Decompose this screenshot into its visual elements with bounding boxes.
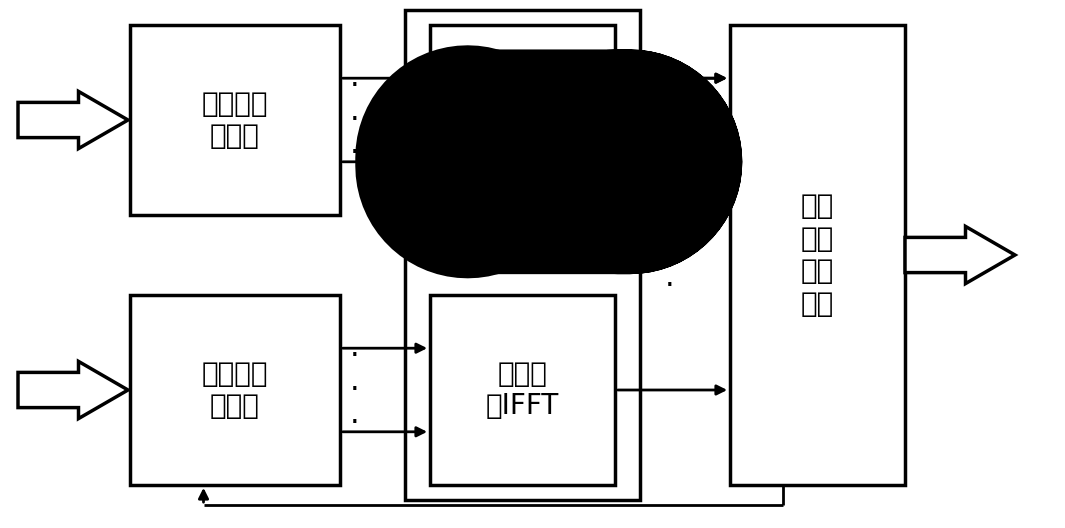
Text: 三维信号
映射器: 三维信号 映射器 (201, 360, 268, 420)
Text: +: + (506, 234, 538, 272)
Text: ·
·
·: · · · (350, 72, 360, 168)
Bar (430, 295, 615, 485)
Bar (430, 25, 615, 215)
Polygon shape (18, 361, 128, 419)
Text: ·
·
·: · · · (350, 342, 360, 438)
Bar (130, 295, 340, 485)
Bar (730, 25, 905, 485)
Bar (130, 25, 340, 215)
Text: ·
·
·: · · · (666, 205, 675, 301)
Text: 峰均
功率
比比
较器: 峰均 功率 比比 较器 (801, 192, 834, 318)
Text: 二维信号
映射器: 二维信号 映射器 (201, 90, 268, 150)
Text: 零填充
和IFFT: 零填充 和IFFT (486, 360, 559, 420)
Polygon shape (18, 91, 128, 148)
Text: 零填充
和IFFT: 零填充 和IFFT (486, 90, 559, 150)
Bar (405, 10, 640, 500)
Polygon shape (905, 227, 1015, 284)
